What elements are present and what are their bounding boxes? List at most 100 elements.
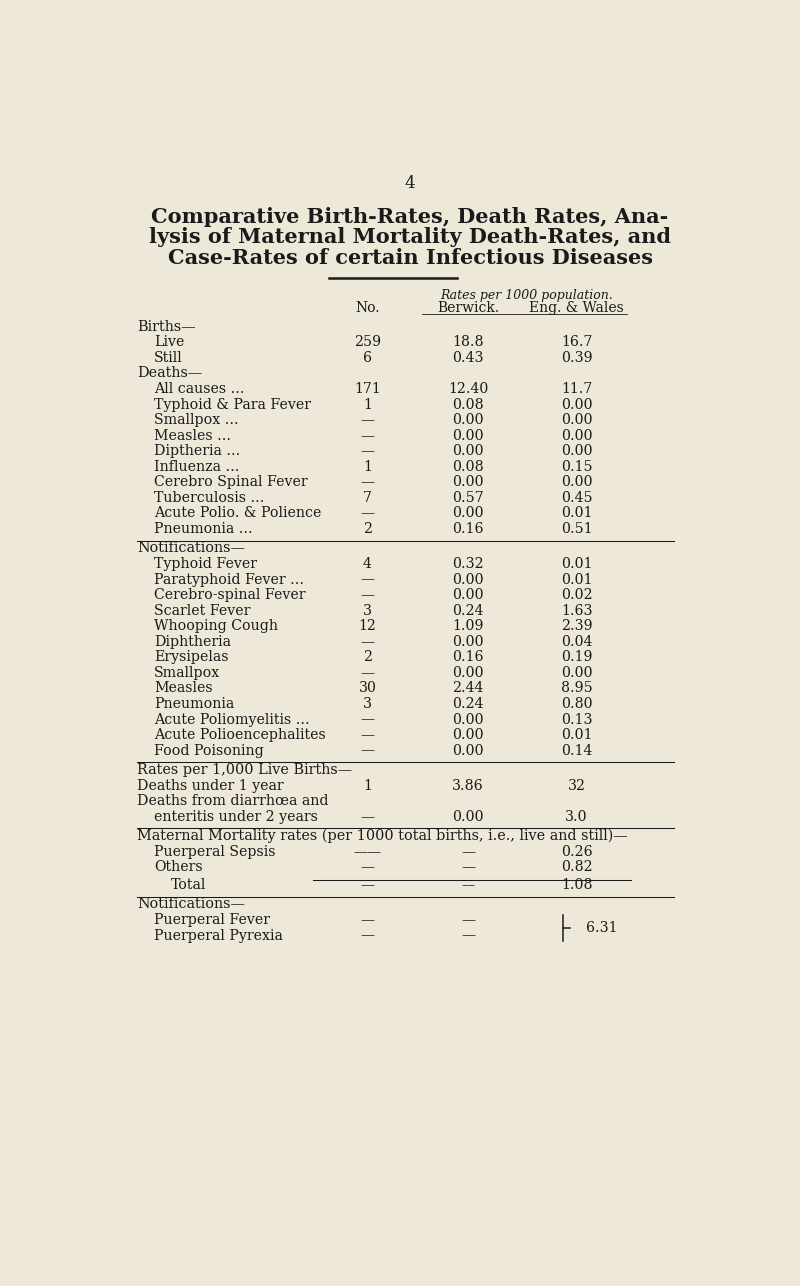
Text: 0.16: 0.16: [452, 651, 484, 665]
Text: 0.32: 0.32: [452, 557, 484, 571]
Text: —: —: [461, 928, 475, 943]
Text: Typhoid Fever: Typhoid Fever: [154, 557, 258, 571]
Text: Whooping Cough: Whooping Cough: [154, 619, 278, 633]
Text: No.: No.: [355, 301, 380, 315]
Text: 0.39: 0.39: [561, 351, 593, 365]
Text: 0.01: 0.01: [561, 557, 592, 571]
Text: 0.00: 0.00: [452, 728, 484, 742]
Text: Typhoid & Para Fever: Typhoid & Para Fever: [154, 397, 311, 412]
Text: 0.00: 0.00: [452, 413, 484, 427]
Text: Puerperal Sepsis: Puerperal Sepsis: [154, 845, 276, 859]
Text: 0.00: 0.00: [452, 428, 484, 442]
Text: Total: Total: [171, 878, 206, 892]
Text: 1: 1: [363, 778, 372, 792]
Text: 171: 171: [354, 382, 381, 396]
Text: 8.95: 8.95: [561, 682, 593, 696]
Text: 0.13: 0.13: [561, 712, 592, 727]
Text: Puerperal Pyrexia: Puerperal Pyrexia: [154, 928, 283, 943]
Text: Eng. & Wales: Eng. & Wales: [530, 301, 624, 315]
Text: Case-Rates of certain Infectious Diseases: Case-Rates of certain Infectious Disease…: [167, 247, 653, 267]
Text: 0.01: 0.01: [561, 728, 592, 742]
Text: 0.00: 0.00: [452, 666, 484, 680]
Text: 11.7: 11.7: [561, 382, 592, 396]
Text: 0.00: 0.00: [561, 413, 593, 427]
Text: —: —: [360, 444, 374, 458]
Text: 0.00: 0.00: [452, 507, 484, 521]
Text: 3.86: 3.86: [452, 778, 484, 792]
Text: Maternal Mortality rates (per 1000 total births, i.e., live and still)—: Maternal Mortality rates (per 1000 total…: [138, 829, 628, 844]
Text: enteritis under 2 years: enteritis under 2 years: [154, 810, 318, 823]
Text: Erysipelas: Erysipelas: [154, 651, 229, 665]
Text: —: —: [360, 743, 374, 757]
Text: 0.26: 0.26: [561, 845, 593, 859]
Text: ––: ––: [461, 878, 475, 892]
Text: Comparative Birth-Rates, Death Rates, Ana-: Comparative Birth-Rates, Death Rates, An…: [151, 207, 669, 228]
Text: Measles: Measles: [154, 682, 213, 696]
Text: 0.00: 0.00: [452, 810, 484, 823]
Text: Diptheria ...: Diptheria ...: [154, 444, 241, 458]
Text: 16.7: 16.7: [561, 336, 592, 350]
Text: —: —: [360, 913, 374, 927]
Text: Scarlet Fever: Scarlet Fever: [154, 603, 250, 617]
Text: 0.01: 0.01: [561, 507, 592, 521]
Text: 0.24: 0.24: [452, 697, 484, 711]
Text: Puerperal Fever: Puerperal Fever: [154, 913, 270, 927]
Text: 0.02: 0.02: [561, 588, 593, 602]
Text: 3: 3: [363, 697, 372, 711]
Text: 6.31: 6.31: [586, 921, 617, 935]
Text: Berwick.: Berwick.: [437, 301, 499, 315]
Text: 0.00: 0.00: [561, 444, 593, 458]
Text: Food Poisoning: Food Poisoning: [154, 743, 264, 757]
Text: —: —: [360, 666, 374, 680]
Text: 1: 1: [363, 397, 372, 412]
Text: 3: 3: [363, 603, 372, 617]
Text: 0.82: 0.82: [561, 860, 593, 874]
Text: 1.09: 1.09: [452, 619, 484, 633]
Text: 0.00: 0.00: [452, 444, 484, 458]
Text: —: —: [360, 507, 374, 521]
Text: Deaths from diarrhœa and: Deaths from diarrhœa and: [138, 795, 329, 808]
Text: 12: 12: [358, 619, 376, 633]
Text: —: —: [360, 413, 374, 427]
Text: 259: 259: [354, 336, 381, 350]
Text: Tuberculosis ...: Tuberculosis ...: [154, 491, 265, 505]
Text: 0.15: 0.15: [561, 460, 593, 473]
Text: Diphtheria: Diphtheria: [154, 635, 231, 648]
Text: 2: 2: [363, 651, 372, 665]
Text: Paratyphoid Fever ...: Paratyphoid Fever ...: [154, 572, 304, 586]
Text: 0.00: 0.00: [561, 397, 593, 412]
Text: 0.80: 0.80: [561, 697, 593, 711]
Text: 0.00: 0.00: [452, 588, 484, 602]
Text: 0.19: 0.19: [561, 651, 592, 665]
Text: 12.40: 12.40: [448, 382, 488, 396]
Text: 0.24: 0.24: [452, 603, 484, 617]
Text: —: —: [461, 860, 475, 874]
Text: —: —: [360, 860, 374, 874]
Text: Measles ...: Measles ...: [154, 428, 231, 442]
Text: 4: 4: [405, 175, 415, 192]
Text: —: —: [360, 588, 374, 602]
Text: ——: ——: [354, 845, 382, 859]
Text: Cerebro-spinal Fever: Cerebro-spinal Fever: [154, 588, 306, 602]
Text: 3.0: 3.0: [566, 810, 588, 823]
Text: 1.63: 1.63: [561, 603, 592, 617]
Text: 0.14: 0.14: [561, 743, 592, 757]
Text: —: —: [360, 810, 374, 823]
Text: 0.00: 0.00: [452, 572, 484, 586]
Text: 0.45: 0.45: [561, 491, 593, 505]
Text: 0.43: 0.43: [452, 351, 484, 365]
Text: 0.00: 0.00: [452, 743, 484, 757]
Text: Notifications—: Notifications—: [138, 541, 245, 556]
Text: Births—: Births—: [138, 320, 196, 334]
Text: —: —: [360, 572, 374, 586]
Text: Rates per 1000 population.: Rates per 1000 population.: [440, 289, 613, 302]
Text: 0.57: 0.57: [452, 491, 484, 505]
Text: 0.08: 0.08: [452, 397, 484, 412]
Text: —: —: [360, 928, 374, 943]
Text: 0.00: 0.00: [561, 476, 593, 490]
Text: 6: 6: [363, 351, 372, 365]
Text: Influenza ...: Influenza ...: [154, 460, 240, 473]
Text: 18.8: 18.8: [452, 336, 484, 350]
Text: Pneumonia: Pneumonia: [154, 697, 234, 711]
Text: —: —: [360, 428, 374, 442]
